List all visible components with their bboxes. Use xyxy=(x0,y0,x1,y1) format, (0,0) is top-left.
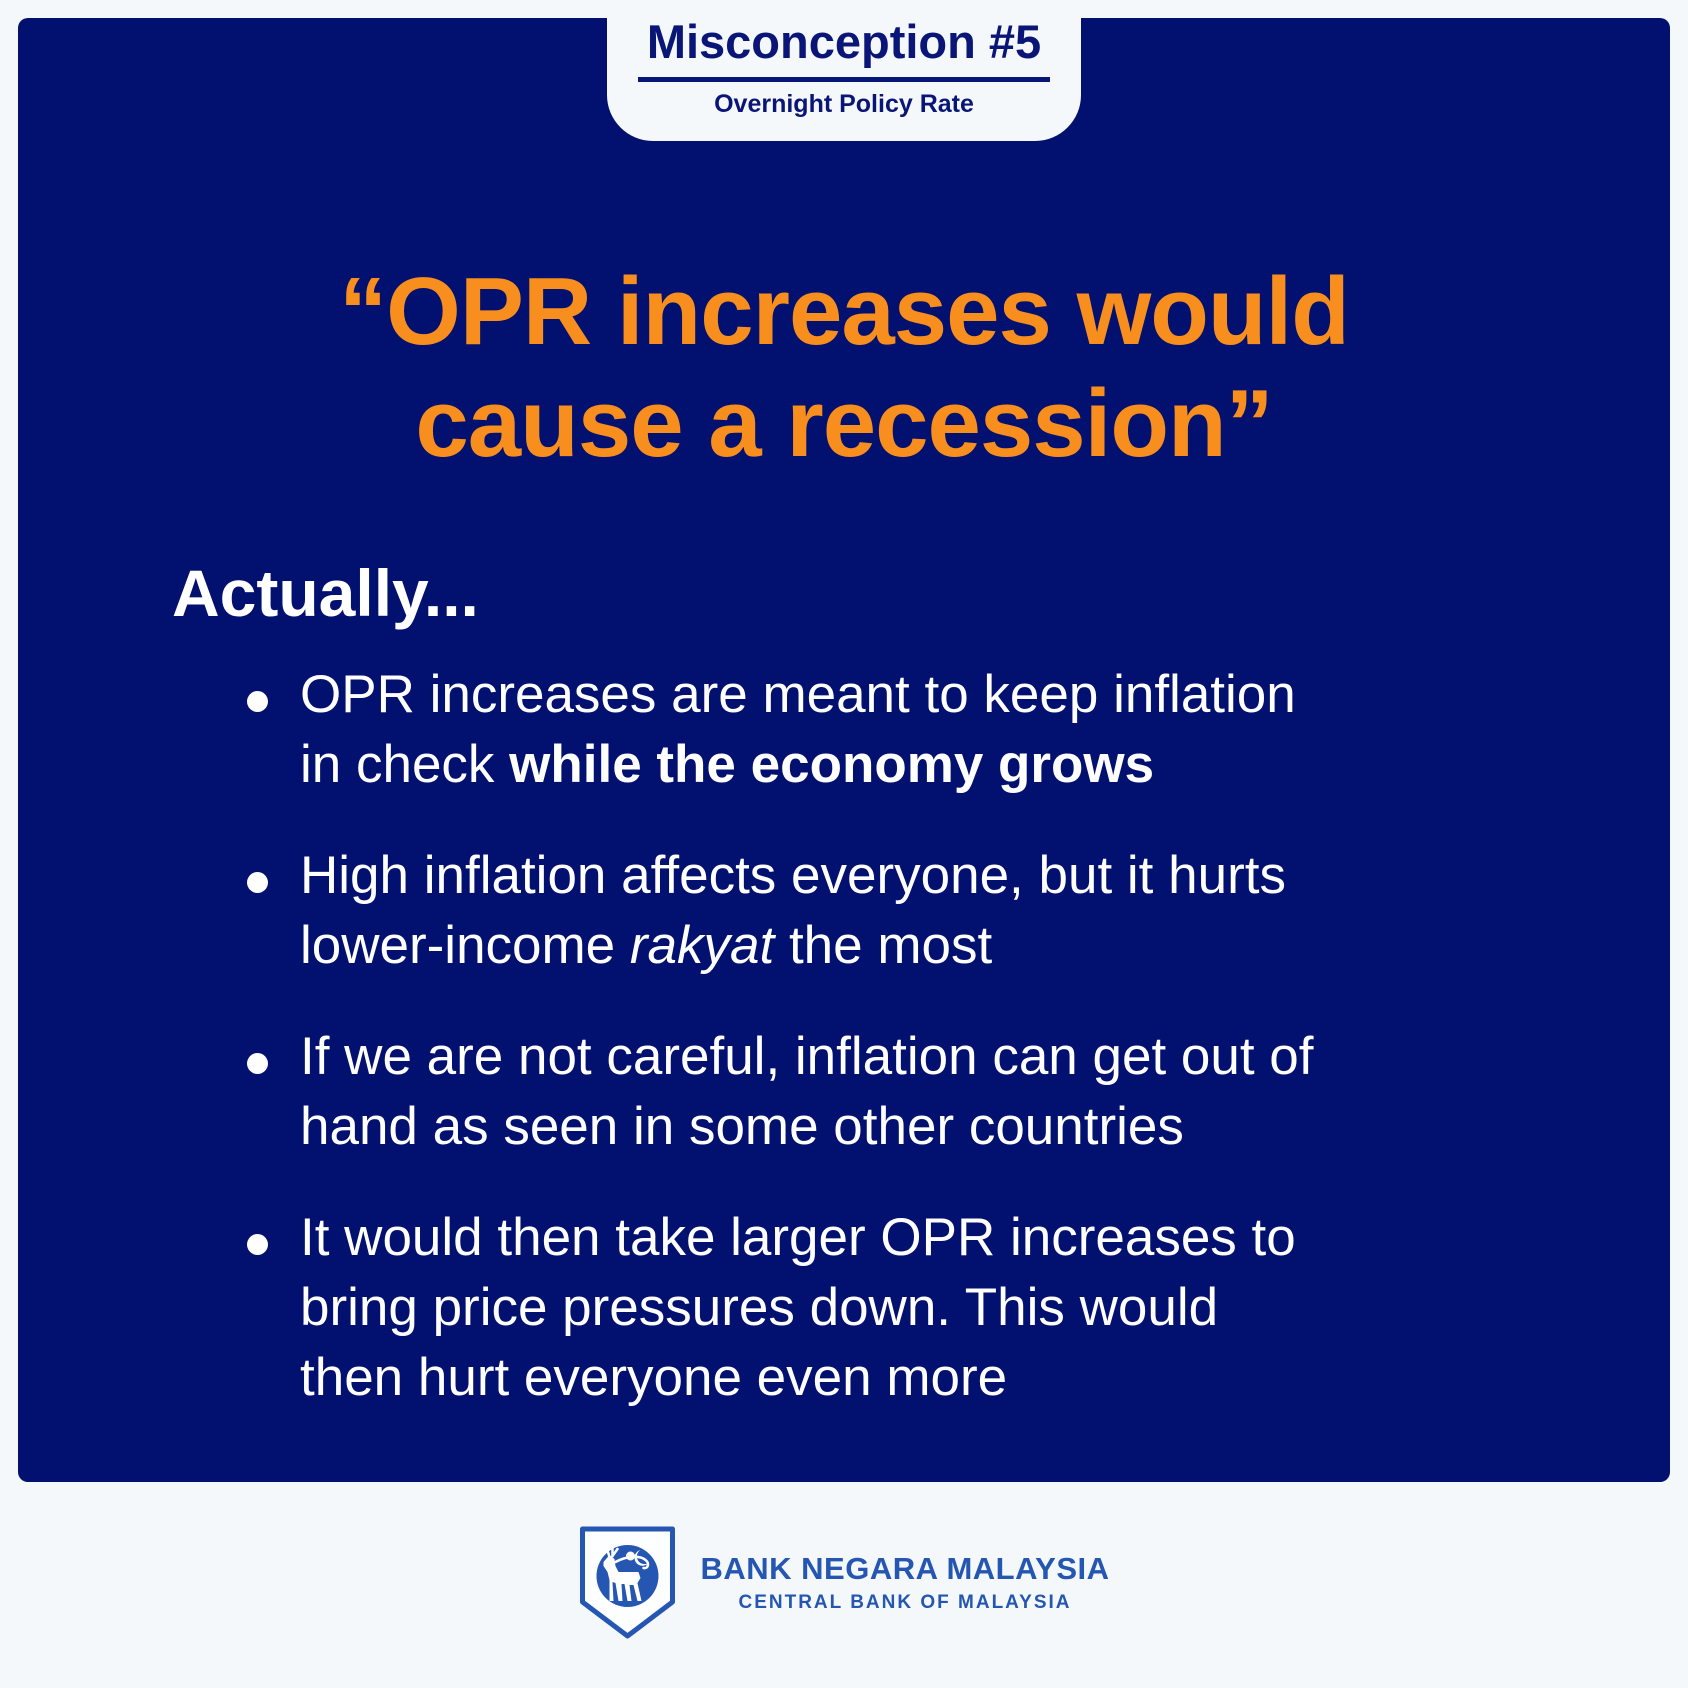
bullet-item: If we are not careful, inflation can get… xyxy=(247,1022,1520,1162)
bank-name: BANK NEGARA MALAYSIA xyxy=(700,1551,1110,1586)
tab-subtitle: Overnight Policy Rate xyxy=(714,90,974,118)
footer: BANK NEGARA MALAYSIA CENTRAL BANK OF MAL… xyxy=(0,1482,1688,1688)
headline-quote: “OPR increases would cause a recession” xyxy=(339,258,1350,477)
bnm-kijang-shield-icon xyxy=(579,1526,675,1639)
bnm-logo: BANK NEGARA MALAYSIA CENTRAL BANK OF MAL… xyxy=(578,1526,1109,1639)
bullet-item: OPR increases are meant to keep inflatio… xyxy=(247,660,1520,800)
bnm-text-block: BANK NEGARA MALAYSIA CENTRAL BANK OF MAL… xyxy=(700,1553,1109,1612)
bullet-text-segment: rakyat xyxy=(629,916,775,975)
bullet-text-segment: while the economy grows xyxy=(509,735,1155,794)
bank-tagline: CENTRAL BANK OF MALAYSIA xyxy=(738,1592,1072,1613)
bullet-item: High inflation affects everyone, but it … xyxy=(247,841,1520,981)
bullet-text-segment: OPR increases are meant to keep inflatio… xyxy=(300,665,1296,794)
actually-bullets: OPR increases are meant to keep inflatio… xyxy=(247,660,1520,1454)
bullet-text-segment: If we are not careful, inflation can get… xyxy=(300,1027,1314,1156)
bullet-text-segment: the most xyxy=(774,916,993,975)
actually-heading: Actually... xyxy=(172,556,479,630)
header-tab: Misconception #5 Overnight Policy Rate xyxy=(607,0,1081,141)
navy-card xyxy=(18,18,1670,1482)
tab-title: Misconception #5 xyxy=(646,15,1042,68)
bullet-item: It would then take larger OPR increases … xyxy=(247,1203,1520,1413)
bullet-text-segment: High inflation affects everyone, but it … xyxy=(300,846,1286,975)
bullet-text-segment: It would then take larger OPR increases … xyxy=(300,1208,1296,1407)
tab-divider xyxy=(638,77,1050,82)
